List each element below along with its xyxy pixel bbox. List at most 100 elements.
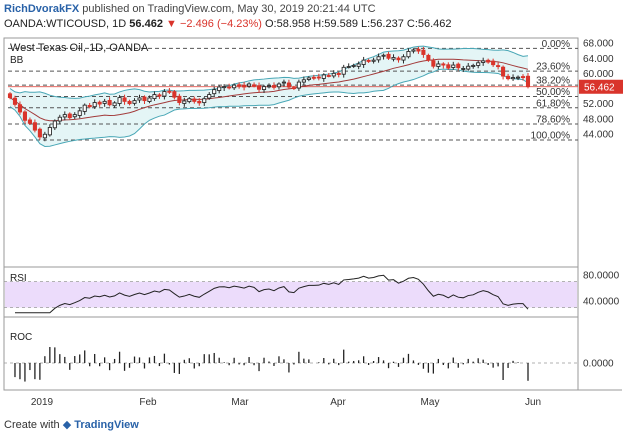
candle-body	[218, 87, 221, 91]
candle-body	[247, 84, 250, 86]
candle-body	[282, 82, 285, 83]
candle-body	[427, 55, 430, 60]
candle-body	[28, 120, 31, 123]
ohlc-values: O:58.958 H:59.589 L:56.237 C:56.462	[265, 18, 452, 30]
candle-body	[23, 112, 26, 120]
candle-body	[208, 95, 211, 99]
candle-body	[252, 85, 255, 86]
author-link[interactable]: RichDvorakFX	[4, 3, 79, 15]
x-tick-label: Mar	[231, 397, 249, 408]
candle-body	[168, 91, 171, 92]
candle-body	[8, 94, 11, 98]
fib-label: 100.00%	[531, 130, 571, 141]
candle-body	[462, 68, 465, 69]
candle-body	[392, 57, 395, 59]
candle-body	[482, 61, 485, 63]
candle-body	[297, 82, 300, 88]
y-tick-label: 44.000	[583, 129, 614, 140]
candle-body	[203, 99, 206, 103]
candle-body	[467, 66, 470, 69]
candle-body	[407, 51, 410, 56]
candle-body	[148, 98, 151, 102]
roc-label: ROC	[10, 332, 32, 343]
candle-body	[492, 61, 495, 65]
candle-body	[447, 65, 450, 68]
candle-body	[163, 92, 166, 97]
candle-body	[506, 76, 509, 78]
candle-body	[98, 102, 101, 104]
x-tick-label: May	[421, 397, 440, 408]
publish-header: RichDvorakFX published on TradingView.co…	[4, 3, 376, 15]
candle-body	[38, 129, 41, 137]
candle-body	[457, 64, 460, 68]
candle-body	[397, 58, 400, 60]
candle-body	[48, 127, 51, 134]
candle-body	[347, 67, 350, 68]
candle-body	[357, 64, 360, 66]
candle	[501, 65, 504, 79]
candle-body	[516, 77, 519, 78]
fib-label: 78.60%	[536, 115, 570, 126]
candle-body	[178, 96, 181, 102]
fib-label: 23.60%	[536, 62, 570, 73]
candle-body	[367, 60, 370, 61]
candle-body	[511, 78, 514, 79]
candle-body	[287, 83, 290, 87]
candle-body	[477, 63, 480, 66]
candle-body	[257, 86, 260, 90]
candle-body	[108, 100, 111, 104]
candle-body	[63, 115, 66, 117]
footer-prefix: Create with	[4, 419, 60, 431]
candle-body	[68, 114, 71, 118]
candle-body	[213, 90, 216, 94]
footer: Create with ◆ TradingView	[4, 418, 139, 431]
y-tick-label: 52.000	[583, 99, 614, 110]
tradingview-brand[interactable]: TradingView	[74, 419, 139, 431]
candle-body	[153, 95, 156, 99]
candle-body	[242, 85, 245, 87]
candle-body	[173, 92, 176, 98]
x-tick-label: Jun	[525, 397, 541, 408]
candle-body	[442, 64, 445, 65]
candle-body	[302, 80, 305, 82]
symbol-name: OANDA:WTICOUSD, 1D	[4, 18, 126, 30]
candle-body	[113, 103, 116, 106]
candle-body	[417, 49, 420, 51]
x-tick-label: Apr	[330, 397, 346, 408]
y-tick-label: 64.000	[583, 54, 614, 65]
rsi-tick-label: 40.0000	[583, 297, 620, 308]
candle-body	[267, 86, 270, 87]
rsi-panel: RSI 80.000040.0000	[4, 271, 620, 313]
candle-body	[372, 60, 375, 61]
candle-body	[238, 85, 241, 86]
roc-panel: ROC0.0000	[4, 332, 614, 382]
candle-body	[332, 73, 335, 76]
candle-body	[228, 87, 231, 88]
candle-body	[432, 61, 435, 66]
candle-body	[128, 101, 131, 103]
publish-info: published on TradingView.com, May 30, 20…	[82, 3, 375, 15]
candle-body	[452, 65, 455, 67]
fib-label: 0.00%	[542, 39, 570, 50]
rsi-band	[5, 282, 577, 308]
y-tick-label: 60.000	[583, 69, 614, 80]
price-change: −2.496 (−4.23%)	[180, 18, 262, 30]
candle-body	[262, 87, 265, 90]
candle-body	[277, 84, 280, 87]
candle-body	[143, 97, 146, 101]
x-tick-label: 2019	[31, 397, 54, 408]
candle	[347, 63, 350, 68]
candle-body	[307, 78, 310, 80]
candle-body	[382, 55, 385, 56]
candle-body	[18, 105, 21, 112]
candle-body	[33, 123, 36, 130]
candle-body	[337, 73, 340, 74]
symbol-line: OANDA:WTICOUSD, 1D 56.462 ▼ −2.496 (−4.2…	[4, 18, 452, 30]
candle-body	[93, 103, 96, 107]
candle-body	[322, 75, 325, 79]
candle-body	[327, 75, 330, 76]
y-tick-label: 68.000	[583, 39, 614, 50]
candle-body	[526, 76, 529, 86]
last-price-tag-text: 56.462	[584, 82, 615, 93]
candle-body	[73, 115, 76, 117]
